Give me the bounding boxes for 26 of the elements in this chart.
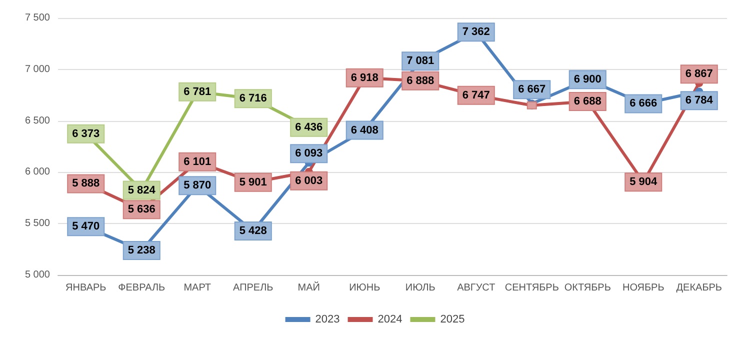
x-tick-label: АВГУСТ — [457, 282, 496, 294]
legend-label: 2023 — [315, 314, 340, 326]
y-tick-label: 7 500 — [24, 12, 50, 24]
x-tick-label: АПРЕЛЬ — [233, 282, 274, 294]
x-tick-label: МАЙ — [298, 280, 320, 294]
data-label: 6 867 — [685, 68, 713, 80]
x-tick-label: НОЯБРЬ — [622, 282, 665, 294]
data-label: 6 784 — [685, 94, 714, 107]
x-tick-label: ЯНВАРЬ — [66, 282, 107, 294]
legend-label: 2025 — [440, 314, 465, 326]
data-label: 6 093 — [295, 148, 323, 160]
x-tick-label: ФЕВРАЛЬ — [118, 282, 166, 294]
x-tick-label: ИЮНЬ — [349, 282, 381, 294]
y-tick-label: 6 000 — [24, 166, 50, 178]
x-tick-label: СЕНТЯБРЬ — [504, 282, 560, 294]
y-tick-label: 6 500 — [24, 115, 50, 126]
x-tick-label: ИЮЛЬ — [405, 282, 436, 294]
y-tick-label: 5 500 — [24, 218, 50, 230]
y-tick-label: 5 000 — [24, 270, 50, 280]
data-label: 6 003 — [295, 174, 323, 187]
y-tick-label: 7 000 — [24, 64, 50, 75]
x-tick-label: МАРТ — [184, 282, 212, 294]
data-label: 6 667 — [518, 84, 546, 96]
legend-label: 2024 — [378, 314, 402, 326]
x-tick-label: ОКТЯБРЬ — [564, 282, 612, 294]
x-tick-label: ДЕКАБРЬ — [676, 282, 722, 294]
